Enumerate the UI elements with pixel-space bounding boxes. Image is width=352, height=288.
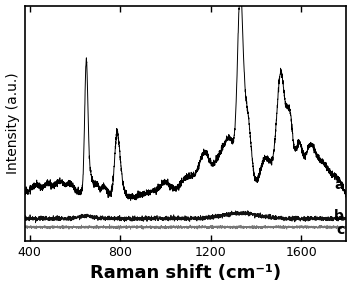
Text: b: b — [334, 209, 344, 223]
Text: c: c — [336, 223, 344, 237]
Y-axis label: Intensity (a.u.): Intensity (a.u.) — [6, 73, 20, 174]
Text: a: a — [335, 178, 344, 192]
X-axis label: Raman shift (cm⁻¹): Raman shift (cm⁻¹) — [90, 264, 281, 283]
